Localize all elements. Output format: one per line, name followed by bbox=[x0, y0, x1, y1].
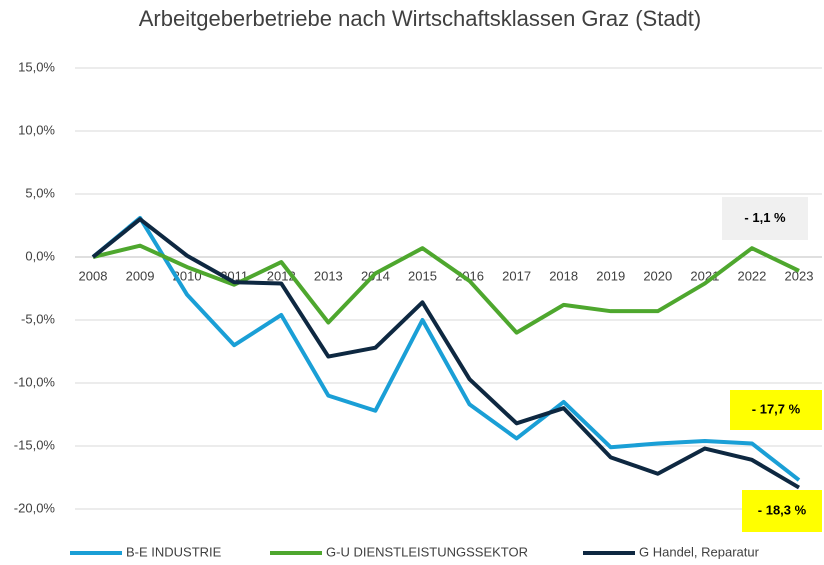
x-tick-label: 2009 bbox=[126, 268, 155, 283]
x-tick-label: 2008 bbox=[79, 268, 108, 283]
y-tick-label: -20,0% bbox=[14, 500, 56, 515]
x-tick-label: 2020 bbox=[643, 268, 672, 283]
y-tick-label: -5,0% bbox=[21, 311, 55, 326]
x-tick-label: 2015 bbox=[408, 268, 437, 283]
series-line bbox=[92, 243, 800, 335]
x-tick-label: 2023 bbox=[785, 268, 814, 283]
series-line bbox=[91, 215, 801, 482]
annotation-box bbox=[742, 490, 822, 532]
chart-title: Arbeitgeberbetriebe nach Wirtschaftsklas… bbox=[139, 6, 701, 31]
y-tick-label: -10,0% bbox=[14, 374, 56, 389]
x-tick-label: 2016 bbox=[455, 268, 484, 283]
annotation-box bbox=[722, 197, 808, 240]
y-tick-label: -15,0% bbox=[14, 437, 56, 452]
x-tick-label: 2018 bbox=[549, 268, 578, 283]
x-tick-label: 2019 bbox=[596, 268, 625, 283]
y-tick-label: 15,0% bbox=[18, 59, 55, 74]
annotation: - 1,1 % bbox=[744, 210, 786, 225]
series-line bbox=[91, 217, 801, 490]
y-tick-label: 0,0% bbox=[25, 248, 55, 263]
y-tick-label: 5,0% bbox=[25, 185, 55, 200]
annotation: - 17,7 % bbox=[752, 401, 801, 416]
x-tick-label: 2017 bbox=[502, 268, 531, 283]
annotation: - 18,3 % bbox=[758, 502, 807, 517]
legend-label: G Handel, Reparatur bbox=[639, 544, 760, 559]
legend-label: B-E INDUSTRIE bbox=[126, 544, 222, 559]
x-tick-label: 2022 bbox=[737, 268, 766, 283]
legend-label: G-U DIENSTLEISTUNGSSEKTOR bbox=[326, 544, 528, 559]
y-tick-label: 10,0% bbox=[18, 122, 55, 137]
annotation-box bbox=[730, 390, 822, 430]
x-tick-label: 2013 bbox=[314, 268, 343, 283]
